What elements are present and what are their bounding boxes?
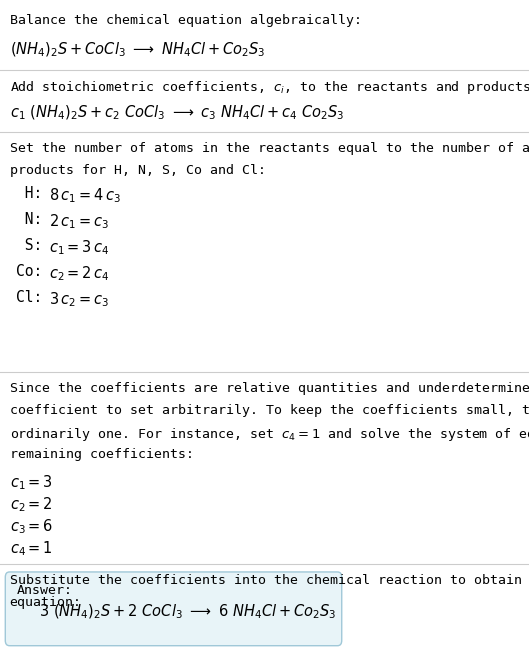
Text: ordinarily one. For instance, set $c_4 = 1$ and solve the system of equations fo: ordinarily one. For instance, set $c_4 =…: [10, 426, 529, 443]
Text: $c_4 = 1$: $c_4 = 1$: [10, 540, 52, 558]
Text: $(NH_4)_2S + CoCl_3 \ \longrightarrow \ NH_4Cl + Co_2S_3$: $(NH_4)_2S + CoCl_3 \ \longrightarrow \ …: [10, 40, 265, 58]
FancyBboxPatch shape: [5, 572, 342, 646]
Text: N:: N:: [16, 212, 42, 227]
Text: $c_2 = 2\,c_4$: $c_2 = 2\,c_4$: [49, 264, 110, 283]
Text: Balance the chemical equation algebraically:: Balance the chemical equation algebraica…: [10, 14, 361, 27]
Text: $8\,c_1 = 4\,c_3$: $8\,c_1 = 4\,c_3$: [49, 186, 121, 205]
Text: Answer:: Answer:: [16, 584, 72, 597]
Text: $c_1\ (NH_4)_2S + c_2\ CoCl_3 \ \longrightarrow \ c_3\ NH_4Cl + c_4\ Co_2S_3$: $c_1\ (NH_4)_2S + c_2\ CoCl_3 \ \longrig…: [10, 104, 344, 122]
Text: $c_1 = 3\,c_4$: $c_1 = 3\,c_4$: [49, 238, 110, 257]
Text: products for H, N, S, Co and Cl:: products for H, N, S, Co and Cl:: [10, 164, 266, 177]
Text: Add stoichiometric coefficients, $c_i$, to the reactants and products:: Add stoichiometric coefficients, $c_i$, …: [10, 79, 529, 96]
Text: Substitute the coefficients into the chemical reaction to obtain the balanced: Substitute the coefficients into the che…: [10, 574, 529, 587]
Text: $3\,c_2 = c_3$: $3\,c_2 = c_3$: [49, 290, 110, 309]
Text: remaining coefficients:: remaining coefficients:: [10, 448, 194, 461]
Text: equation:: equation:: [10, 596, 81, 609]
Text: Co:: Co:: [16, 264, 42, 279]
Text: coefficient to set arbitrarily. To keep the coefficients small, the arbitrary va: coefficient to set arbitrarily. To keep …: [10, 404, 529, 417]
Text: Cl:: Cl:: [16, 290, 42, 305]
Text: $c_2 = 2$: $c_2 = 2$: [10, 496, 52, 514]
Text: Set the number of atoms in the reactants equal to the number of atoms in the: Set the number of atoms in the reactants…: [10, 142, 529, 155]
Text: S:: S:: [16, 238, 42, 253]
Text: Since the coefficients are relative quantities and underdetermined, choose a: Since the coefficients are relative quan…: [10, 382, 529, 395]
Text: $c_1 = 3$: $c_1 = 3$: [10, 474, 52, 492]
Text: $2\,c_1 = c_3$: $2\,c_1 = c_3$: [49, 212, 110, 231]
Text: H:: H:: [16, 186, 42, 201]
Text: $c_3 = 6$: $c_3 = 6$: [10, 518, 53, 536]
Text: $3\ (NH_4)_2S + 2\ CoCl_3 \ \longrightarrow \ 6\ NH_4Cl + Co_2S_3$: $3\ (NH_4)_2S + 2\ CoCl_3 \ \longrightar…: [39, 603, 336, 621]
